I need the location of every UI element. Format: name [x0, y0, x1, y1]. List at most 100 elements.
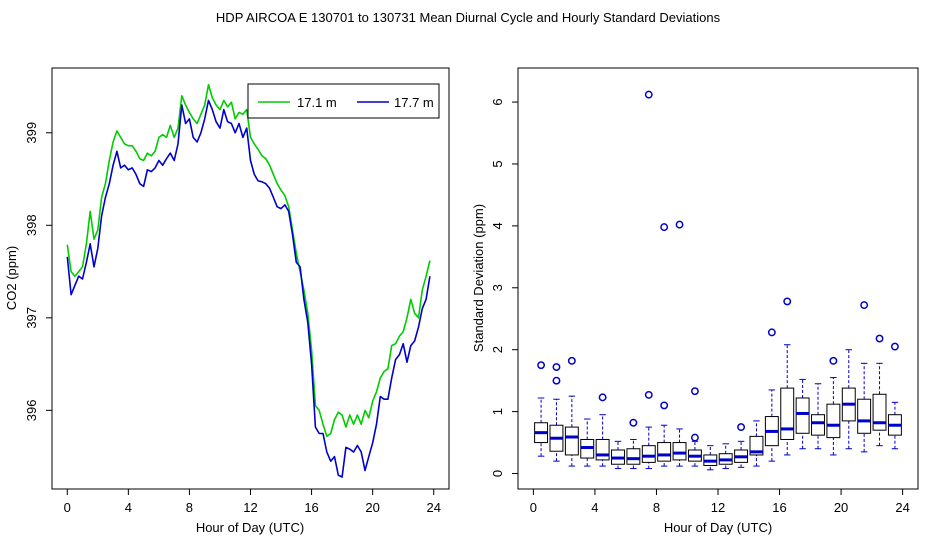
box-hour-12.5 — [718, 443, 733, 470]
box-outlier — [767, 328, 776, 337]
box-iqr — [857, 398, 872, 434]
box-iqr — [595, 438, 610, 461]
left-x-tick-label: 4 — [125, 500, 132, 515]
box-outlier — [644, 390, 653, 399]
figure-title: HDP AIRCOA E 130701 to 130731 Mean Diurn… — [216, 10, 721, 25]
box-hour-15.5 — [764, 328, 779, 462]
box-outlier — [875, 334, 884, 343]
left-x-tick-label: 24 — [426, 500, 440, 515]
left-y-tick-label: 399 — [24, 122, 39, 144]
box-outlier — [660, 401, 669, 410]
box-outlier — [890, 342, 899, 351]
right-y-tick-label: 4 — [490, 222, 505, 229]
box-iqr — [564, 426, 579, 456]
box-outlier — [552, 363, 561, 371]
box-iqr — [749, 435, 764, 456]
right-y-axis: 0 1 2 3 4 5 6 — [490, 98, 519, 477]
diurnal-cycle-chart: 0 4 8 12 16 20 24 396 397 398 399 Hour of Day (UT… — [4, 67, 450, 535]
right-x-tick-label: 12 — [711, 500, 725, 515]
box-outlier — [660, 223, 669, 232]
box-iqr — [657, 442, 672, 462]
box-hour-6.5 — [626, 418, 641, 470]
box-hour-9.5 — [672, 220, 687, 467]
box-hour-19.5 — [826, 356, 841, 456]
left-y-tick-label: 396 — [24, 400, 39, 422]
box-hour-5.5 — [611, 440, 625, 470]
box-outlier — [629, 418, 638, 427]
legend: 17.1 m 17.7 m — [247, 83, 440, 119]
box-hour-3.5 — [580, 418, 595, 467]
box-hour-22.5 — [872, 334, 887, 447]
box-hour-17.5 — [795, 378, 810, 450]
series-line-17-1m — [66, 83, 431, 438]
box-hour-18.5 — [811, 383, 825, 450]
right-x-tick-label: 8 — [653, 500, 660, 515]
box-iqr — [795, 397, 810, 434]
left-plot-frame — [51, 67, 450, 490]
right-y-tick-label: 1 — [490, 408, 505, 415]
left-series-group — [66, 83, 431, 478]
box-outlier — [783, 297, 792, 306]
box-hour-11.5 — [703, 445, 718, 471]
box-outlier — [598, 393, 607, 402]
right-y-tick-label: 3 — [490, 284, 505, 291]
right-x-tick-label: 16 — [772, 500, 786, 515]
box-iqr — [626, 448, 641, 465]
box-outlier — [829, 356, 838, 365]
box-hour-4.5 — [595, 393, 610, 467]
box-hour-10.5 — [687, 387, 702, 467]
box-hour-0.5 — [534, 361, 549, 457]
box-hour-20.5 — [841, 349, 856, 450]
left-x-tick-label: 16 — [304, 500, 318, 515]
left-x-tick-label: 8 — [186, 500, 193, 515]
left-x-axis: 0 4 8 12 16 20 24 — [64, 488, 441, 515]
box-hour-7.5 — [641, 90, 656, 470]
left-y-axis-label: CO2 (ppm) — [4, 246, 19, 310]
right-x-axis: 0 4 8 12 16 20 24 — [530, 488, 910, 515]
box-hour-16.5 — [780, 297, 795, 456]
box-outlier — [690, 387, 699, 396]
box-outlier — [552, 376, 561, 385]
right-y-tick-label: 0 — [490, 470, 505, 477]
box-hour-21.5 — [857, 301, 872, 453]
box-outlier — [737, 423, 746, 432]
box-outlier — [690, 433, 699, 442]
right-y-tick-label: 6 — [490, 98, 505, 105]
right-y-tick-label: 5 — [490, 160, 505, 167]
right-x-axis-label: Hour of Day (UTC) — [664, 520, 772, 535]
box-outlier — [567, 356, 576, 365]
box-hour-14.5 — [749, 420, 764, 467]
box-outlier — [644, 90, 653, 99]
left-y-tick-label: 397 — [24, 307, 39, 329]
box-outlier — [860, 301, 869, 310]
box-hour-23.5 — [887, 342, 902, 450]
legend-label-17-1m: 17.1 m — [297, 95, 337, 110]
left-x-tick-label: 20 — [365, 500, 379, 515]
left-y-axis: 396 397 398 399 — [24, 122, 53, 422]
left-y-tick-label: 398 — [24, 214, 39, 236]
left-x-tick-label: 12 — [243, 500, 257, 515]
legend-box — [247, 83, 440, 119]
legend-label-17-7m: 17.7 m — [394, 95, 434, 110]
box-iqr — [872, 393, 887, 431]
box-outlier — [675, 220, 684, 229]
box-hour-8.5 — [657, 223, 672, 467]
series-line-17-7m — [66, 99, 431, 478]
right-x-tick-label: 24 — [895, 500, 909, 515]
box-outlier — [537, 361, 546, 370]
box-iqr — [826, 403, 841, 439]
right-x-tick-label: 0 — [530, 500, 537, 515]
right-y-axis-label: Standard Deviation (ppm) — [471, 204, 486, 352]
box-hour-13.5 — [734, 423, 749, 468]
box-hour-2.5 — [564, 356, 579, 467]
right-x-tick-label: 4 — [591, 500, 598, 515]
box-hour-1.5 — [549, 363, 564, 462]
right-y-tick-label: 2 — [490, 346, 505, 353]
box-iqr — [811, 414, 825, 436]
right-boxes-group — [534, 90, 902, 471]
left-x-tick-label: 0 — [64, 500, 71, 515]
box-iqr — [641, 445, 656, 463]
box-iqr — [672, 442, 687, 461]
